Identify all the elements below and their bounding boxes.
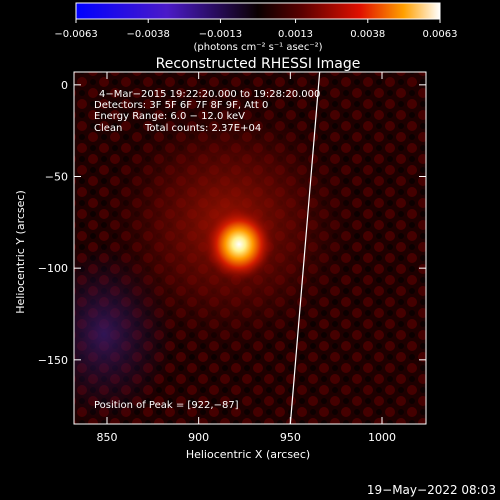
colorbar-unit-label: (photons cm⁻² s⁻¹ asec⁻²) [193,42,322,53]
plot-frame [73,71,427,425]
annotation-total-counts: Total counts: 2.37E+04 [144,123,261,134]
colorbar: −0.0063 −0.0038 −0.0013 0.0013 0.0038 0.0063 … [54,2,458,53]
y-tick-label: 0 [61,79,68,92]
footer-timestamp: 19−May−2022 08:03 [367,483,496,497]
colorbar-tick-label: −0.0038 [127,29,170,40]
colorbar-tick-label: 0.0038 [350,29,385,40]
x-axis-ticks: 850 900 950 1000 [97,72,396,444]
colorbar-tick-label: 0.0013 [278,29,313,40]
x-axis-label: Heliocentric X (arcsec) [186,448,310,461]
source-peak [203,206,275,283]
annotation-time-range: 4−Mar−2015 19:22:20.000 to 19:28:20.000 [99,89,320,100]
annotation-energy-range: Energy Range: 6.0 − 12.0 keV [94,111,245,122]
heatmap-image [74,72,426,424]
y-axis-label: Heliocentric Y (arcsec) [14,190,27,314]
y-tick-label: −50 [45,171,68,184]
y-axis-ticks: 0 −50 −100 −150 [38,79,426,367]
annotation-method: Clean [94,123,122,134]
annotation-detectors: Detectors: 3F 5F 6F 7F 8F 9F, Att 0 [94,100,268,111]
solar-limb-line [289,72,321,424]
chart-title: Reconstructed RHESSI Image [156,56,361,72]
y-tick-label: −100 [38,262,68,275]
colorbar-ticks: −0.0063 −0.0038 −0.0013 0.0013 0.0038 0.0063 [54,19,458,40]
colorbar-tick-label: −0.0013 [199,29,242,40]
x-tick-label: 850 [97,431,118,444]
annotation-peak-position: Position of Peak = [922,−87] [94,400,239,411]
y-tick-label: −150 [38,354,68,367]
x-tick-label: 1000 [368,431,396,444]
colorbar-tick-label: −0.0063 [54,29,97,40]
x-tick-label: 900 [188,431,209,444]
colorbar-gradient [75,2,441,20]
colorbar-tick-label: 0.0063 [423,29,458,40]
x-tick-label: 950 [280,431,301,444]
